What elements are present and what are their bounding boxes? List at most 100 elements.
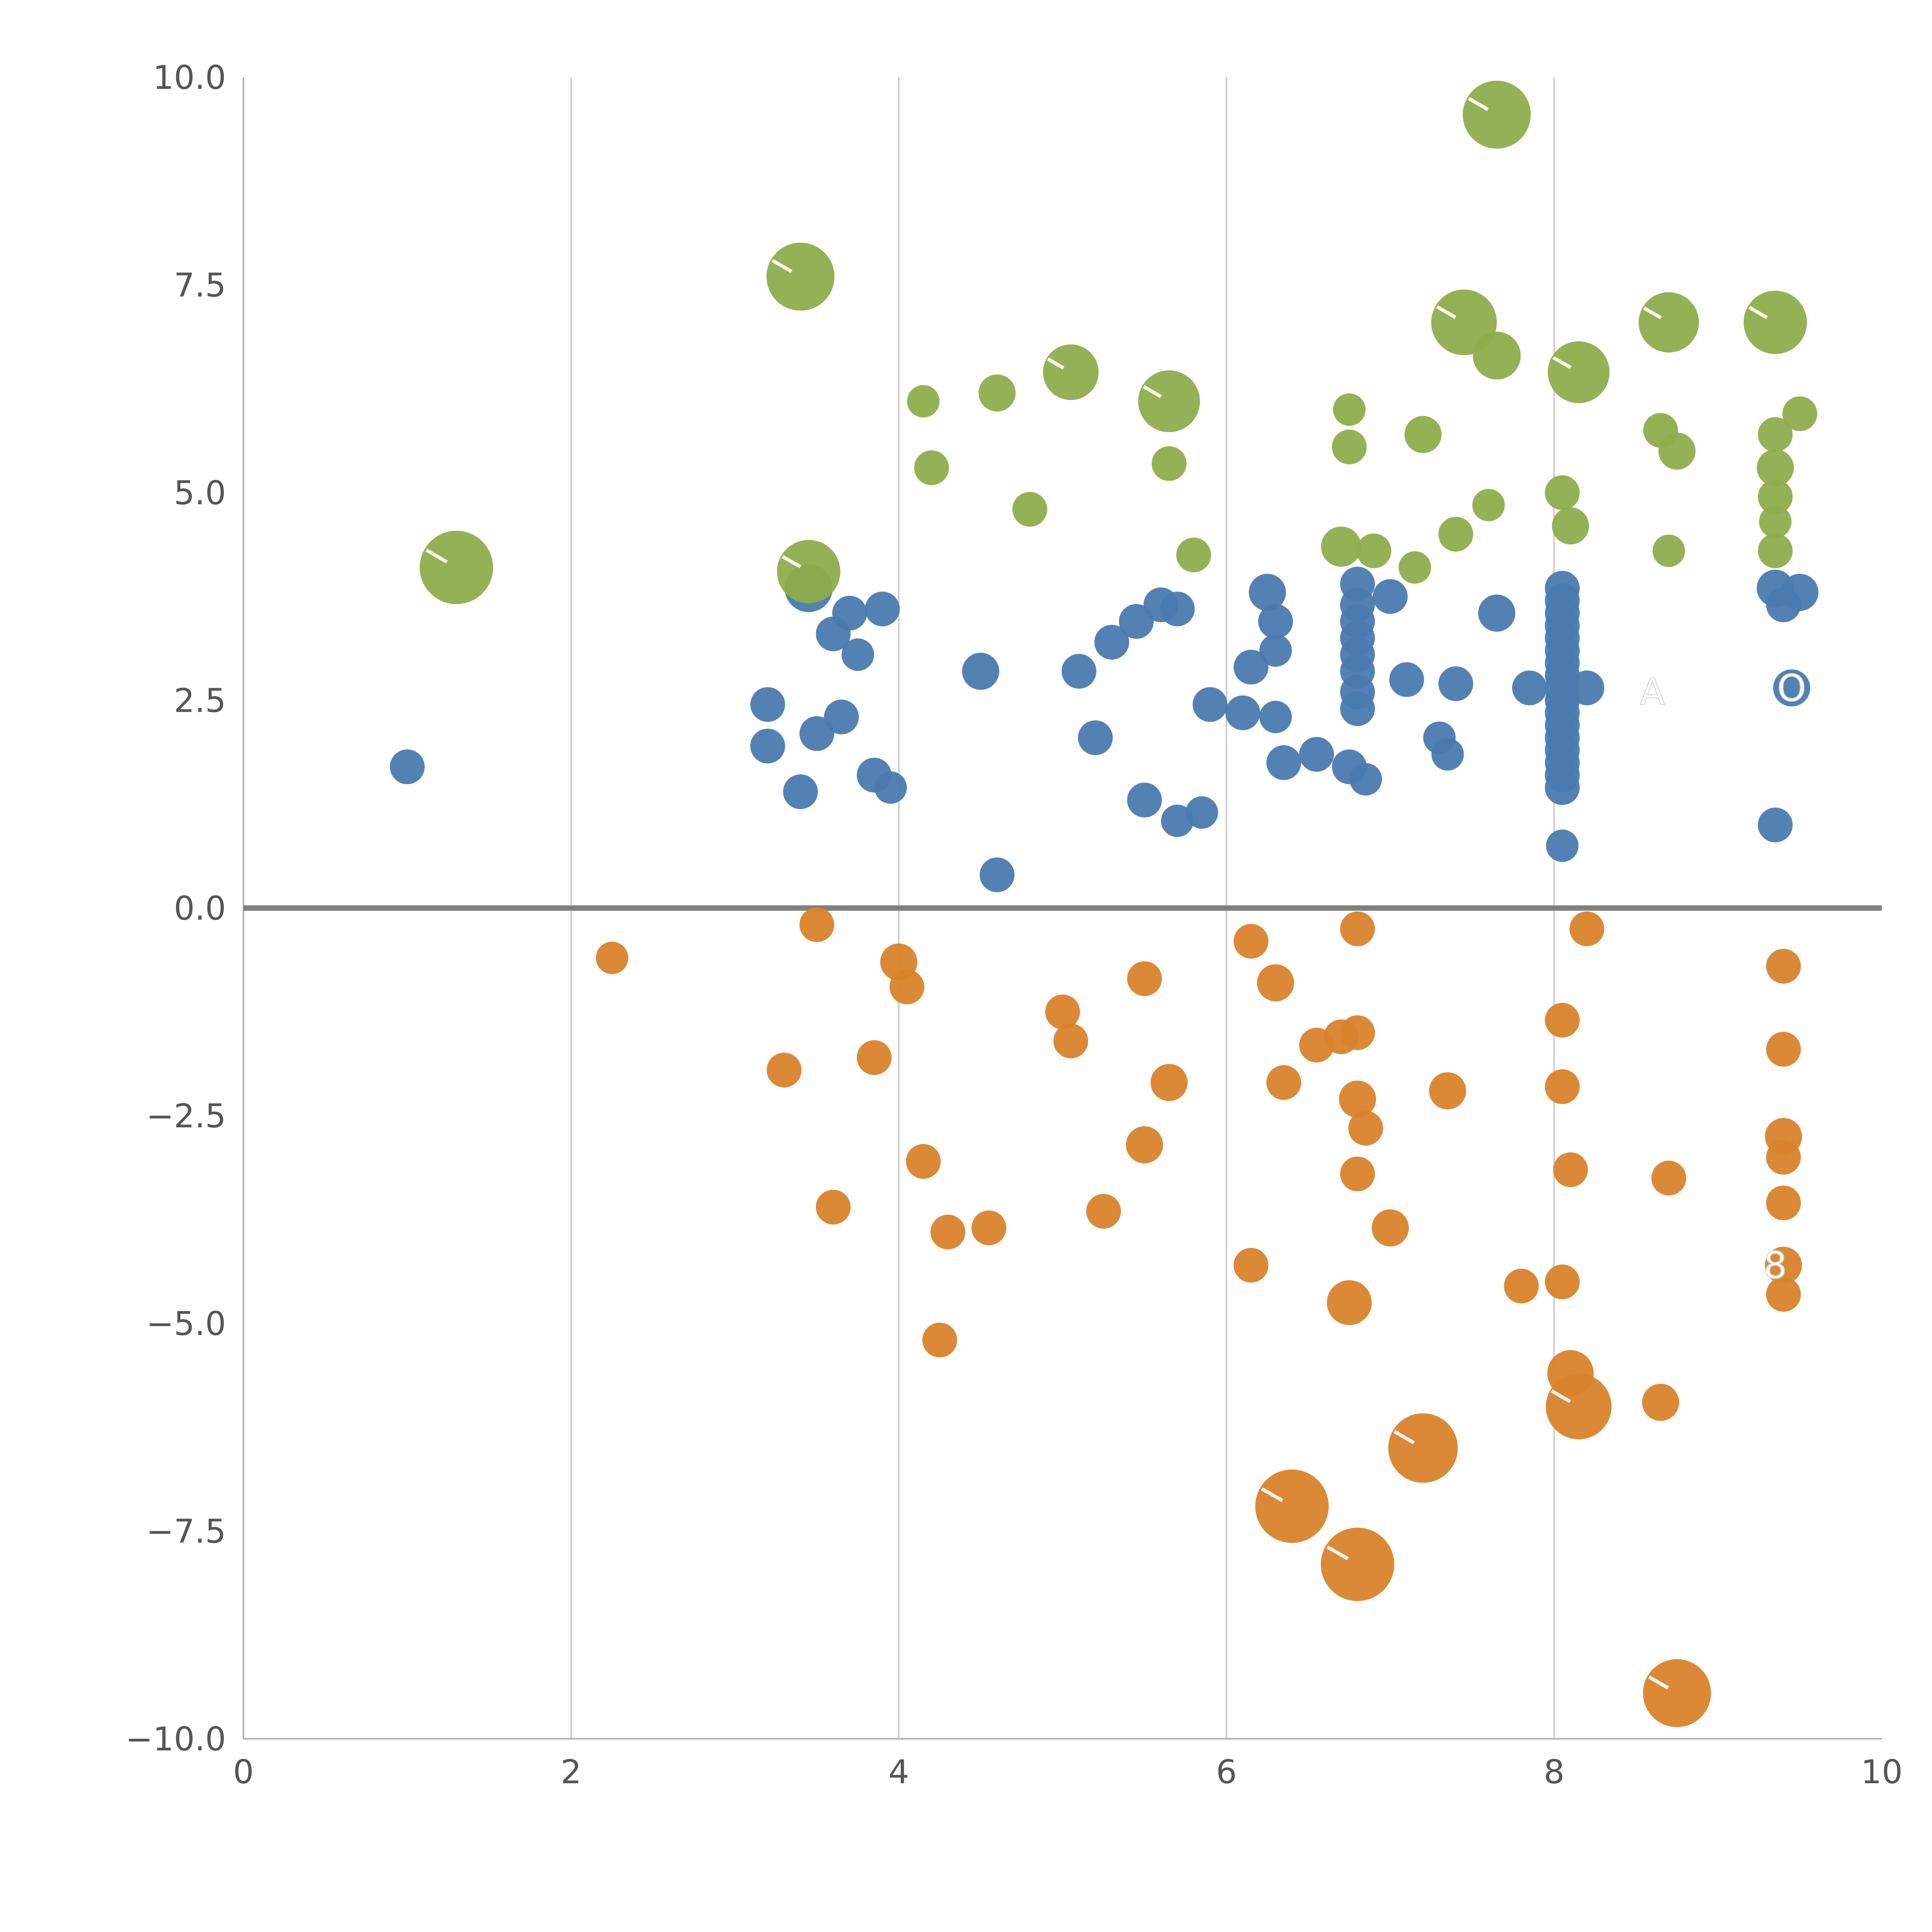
annotation-label: A bbox=[1640, 671, 1665, 714]
data-point-orange bbox=[1255, 1469, 1329, 1543]
data-point-orange bbox=[1642, 1384, 1679, 1421]
bubble-tick-mark bbox=[1643, 306, 1662, 320]
y-tick-label: −2.5 bbox=[146, 1097, 226, 1136]
data-point-green bbox=[978, 374, 1016, 412]
data-point-orange bbox=[1545, 1069, 1580, 1104]
data-point-blue bbox=[1431, 738, 1464, 771]
data-point-blue bbox=[824, 699, 859, 735]
data-point-green bbox=[1638, 292, 1699, 353]
data-point-orange bbox=[1545, 1264, 1580, 1299]
data-point-blue bbox=[1259, 634, 1292, 667]
data-point-blue bbox=[1161, 804, 1194, 837]
data-point-orange bbox=[1327, 1280, 1372, 1325]
data-point-blue bbox=[1249, 574, 1286, 611]
data-point-blue bbox=[1119, 604, 1154, 639]
data-point-orange bbox=[1766, 1140, 1801, 1175]
data-point-orange bbox=[1233, 924, 1269, 959]
data-point-orange bbox=[889, 969, 925, 1005]
data-point-green bbox=[1757, 449, 1794, 486]
data-point-blue bbox=[1078, 720, 1113, 755]
data-point-orange bbox=[1765, 1247, 1802, 1284]
data-point-orange bbox=[1086, 1194, 1121, 1229]
data-point-green bbox=[1151, 446, 1187, 481]
data-point-green bbox=[1333, 393, 1366, 426]
data-point-blue bbox=[1160, 592, 1195, 626]
data-point-green bbox=[1758, 533, 1793, 568]
data-point-blue bbox=[832, 595, 867, 631]
data-point-green bbox=[914, 450, 949, 485]
annotation-label: O bbox=[1777, 667, 1806, 709]
y-tick-label: 10.0 bbox=[153, 59, 226, 97]
data-point-green bbox=[1332, 429, 1367, 464]
data-point-blue bbox=[1758, 808, 1793, 842]
data-point-blue bbox=[1373, 579, 1408, 614]
y-tick-label: −5.0 bbox=[146, 1305, 226, 1343]
data-point-blue bbox=[1389, 662, 1424, 697]
data-point-orange bbox=[1045, 994, 1080, 1029]
data-point-orange bbox=[1257, 964, 1294, 1002]
data-point-green bbox=[1463, 80, 1531, 149]
data-point-orange bbox=[1766, 1032, 1801, 1067]
data-point-orange bbox=[1126, 1126, 1163, 1163]
data-point-blue bbox=[874, 771, 907, 804]
data-point-green bbox=[1759, 505, 1792, 538]
data-point-blue bbox=[390, 749, 425, 784]
data-point-orange bbox=[1340, 1156, 1375, 1191]
data-point-green bbox=[1404, 416, 1442, 453]
data-point-orange bbox=[1553, 1152, 1588, 1187]
data-point-orange bbox=[1545, 1003, 1580, 1038]
data-point-blue bbox=[980, 857, 1015, 892]
data-point-blue bbox=[1266, 745, 1301, 780]
data-point-green bbox=[1658, 432, 1696, 470]
data-point-green bbox=[1548, 341, 1610, 403]
bubble-tick-mark bbox=[425, 548, 448, 564]
data-point-orange bbox=[922, 1323, 957, 1357]
data-point-orange bbox=[1429, 1072, 1466, 1109]
data-point-blue bbox=[750, 687, 785, 722]
data-point-blue bbox=[1569, 670, 1604, 706]
data-point-orange bbox=[1372, 1209, 1409, 1247]
data-point-orange bbox=[1766, 1185, 1801, 1221]
data-point-green bbox=[1138, 370, 1200, 432]
data-point-green bbox=[777, 540, 840, 604]
x-tick-label: 8 bbox=[1544, 1753, 1565, 1791]
data-point-green bbox=[1743, 291, 1807, 354]
data-point-orange bbox=[1766, 949, 1801, 984]
data-point-green bbox=[1012, 492, 1048, 527]
data-point-green bbox=[1782, 396, 1817, 431]
annotation-label: 8 bbox=[1764, 1245, 1787, 1287]
y-tick-label: 5.0 bbox=[174, 474, 226, 512]
x-tick-label: 4 bbox=[888, 1753, 909, 1791]
data-point-orange bbox=[1766, 1277, 1801, 1312]
data-point-orange bbox=[971, 1210, 1007, 1245]
data-point-green bbox=[1552, 507, 1589, 544]
data-point-blue bbox=[962, 653, 999, 690]
data-point-green bbox=[1321, 526, 1361, 567]
data-point-blue bbox=[1773, 669, 1810, 707]
data-point-orange bbox=[1651, 1160, 1686, 1196]
data-point-blue bbox=[1766, 587, 1801, 622]
data-point-orange bbox=[1321, 1527, 1395, 1601]
data-point-blue bbox=[865, 592, 900, 626]
data-point-orange bbox=[1340, 911, 1375, 946]
data-point-green bbox=[1473, 332, 1521, 380]
data-point-blue bbox=[1258, 604, 1293, 639]
data-point-blue bbox=[1299, 737, 1334, 772]
data-point-orange bbox=[906, 1144, 941, 1179]
data-point-orange bbox=[799, 907, 834, 942]
data-point-blue bbox=[1259, 701, 1292, 733]
data-point-blue bbox=[1094, 625, 1129, 660]
data-point-orange bbox=[816, 1190, 851, 1225]
bubble-tick-mark bbox=[1748, 306, 1768, 319]
data-point-blue bbox=[783, 774, 818, 809]
bubble-tick-mark bbox=[771, 259, 793, 273]
y-tick-label: −10.0 bbox=[126, 1720, 226, 1759]
data-point-green bbox=[1758, 417, 1793, 452]
data-point-blue bbox=[1545, 770, 1580, 805]
data-point-orange bbox=[1127, 961, 1162, 996]
bubble-tick-mark bbox=[1261, 1487, 1284, 1502]
bubble-tick-mark bbox=[1047, 357, 1065, 370]
data-point-blue bbox=[1340, 691, 1375, 726]
bubble-tick-mark bbox=[1552, 356, 1572, 369]
